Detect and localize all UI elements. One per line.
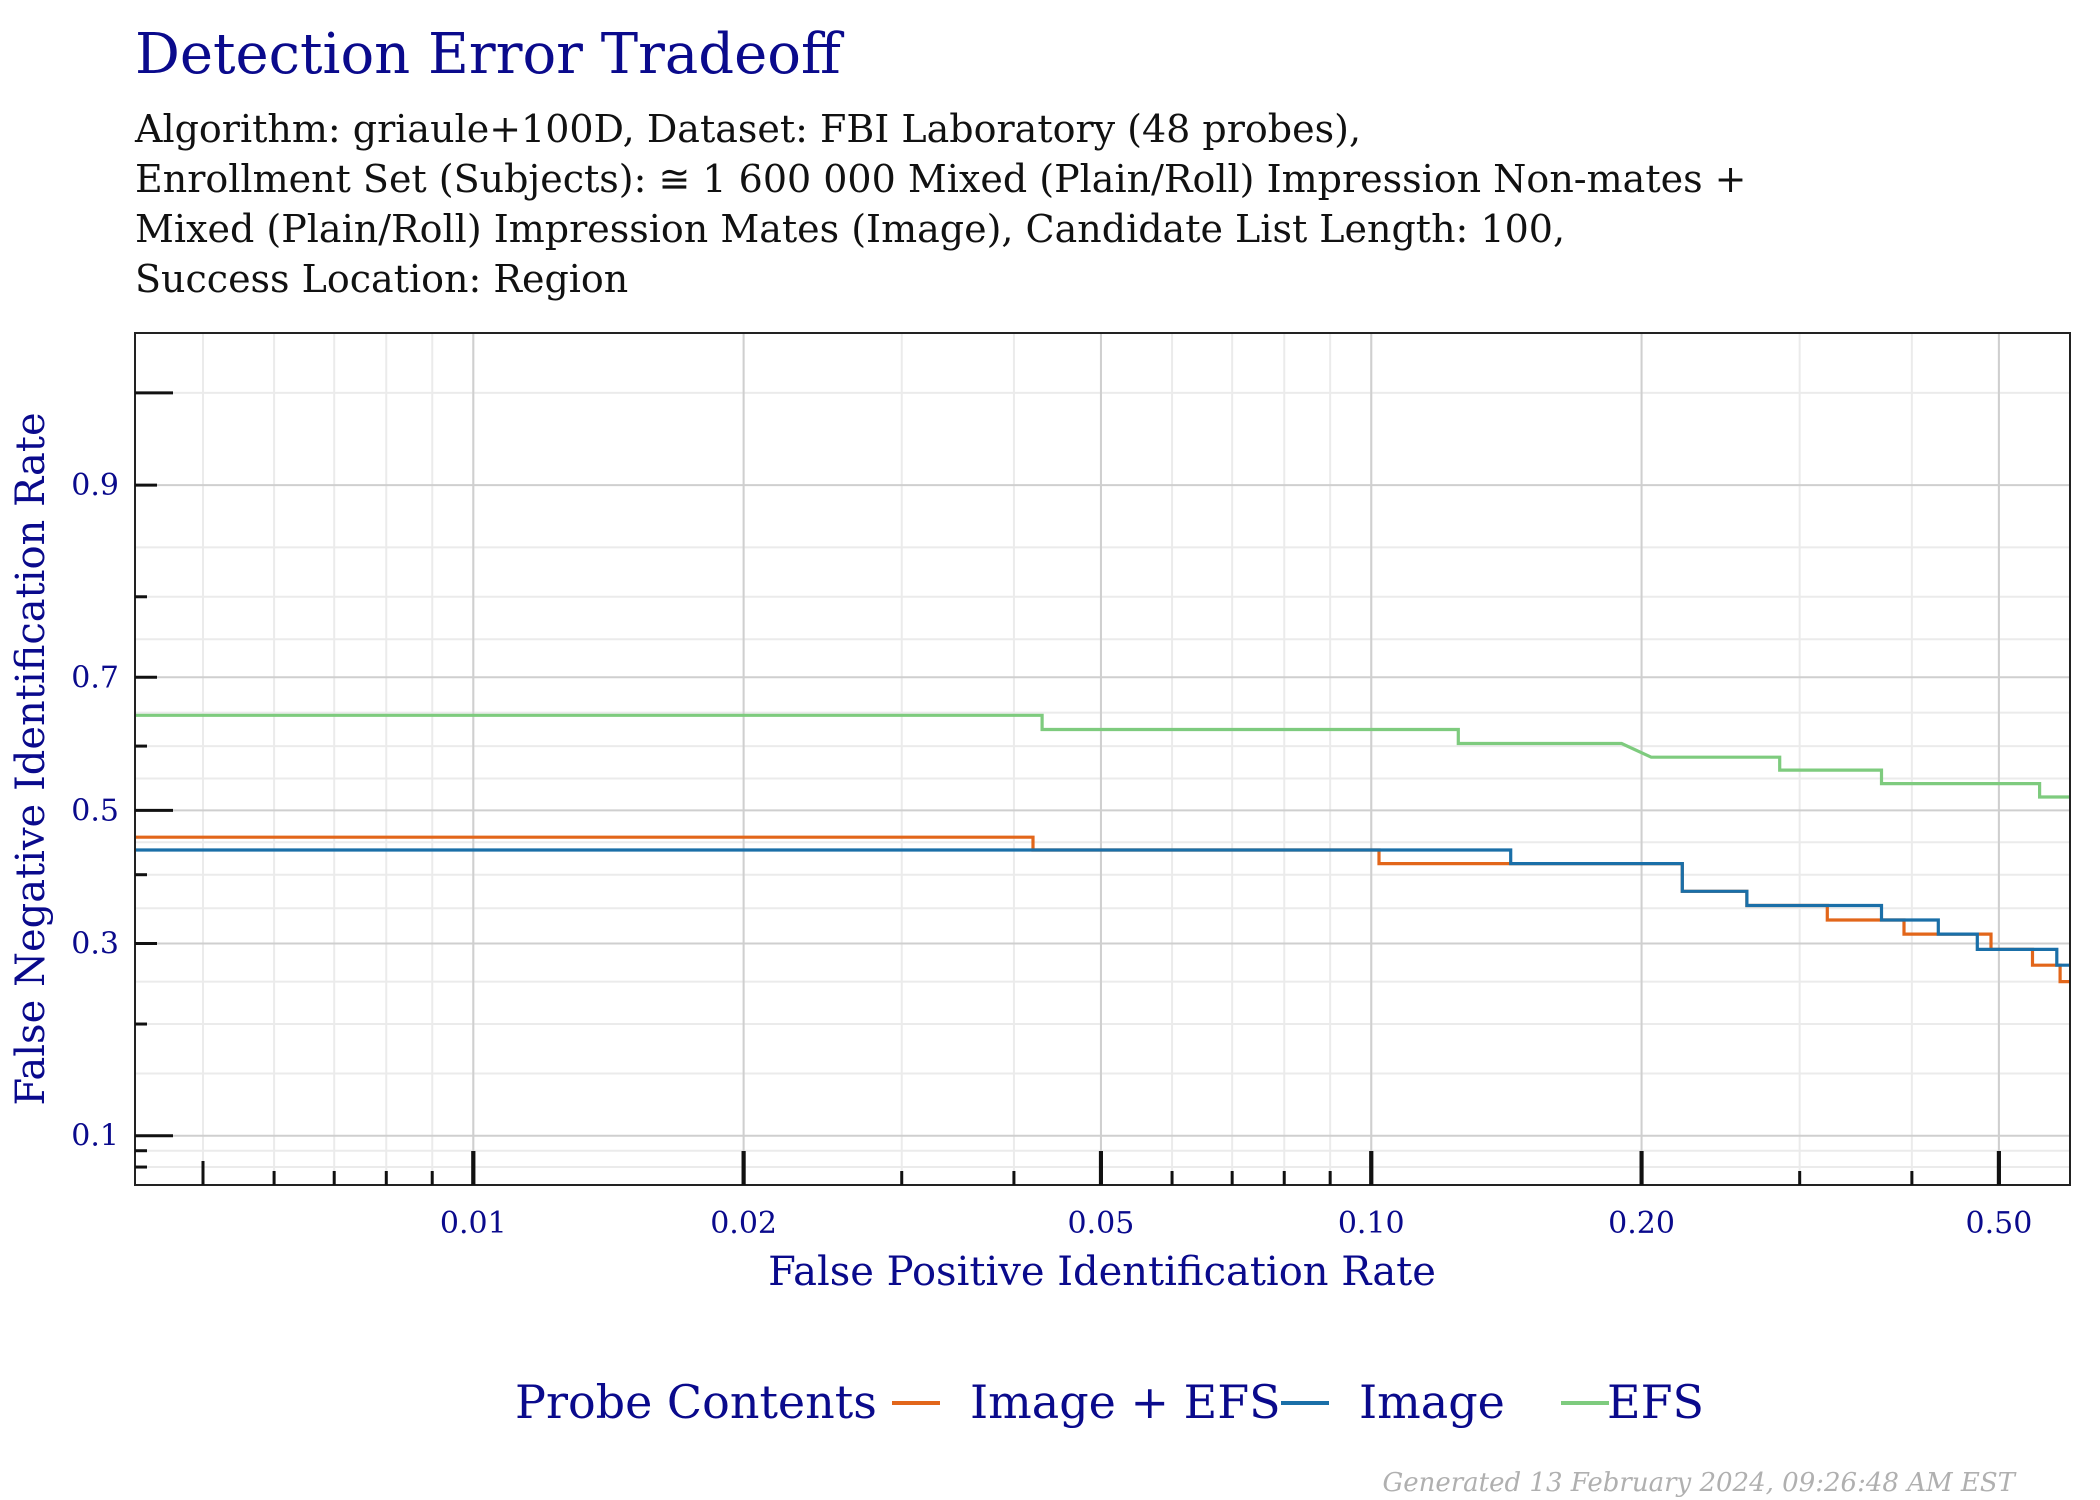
y-axis-label: False Negative Identification Rate	[8, 412, 54, 1105]
x-tick-label: 0.01	[440, 1206, 507, 1241]
axis-ticks	[135, 391, 2001, 1185]
major-gridlines	[135, 333, 2070, 1185]
series-layer	[135, 713, 2070, 984]
legend-label: Image + EFS	[970, 1375, 1281, 1429]
series-line	[135, 848, 2070, 967]
subtitle-line: Algorithm: griaule+100D, Dataset: FBI La…	[135, 107, 1362, 151]
subtitle-line: Mixed (Plain/Roll) Impression Mates (Ima…	[135, 207, 1566, 251]
x-tick-label: 0.02	[710, 1206, 777, 1241]
legend: Probe Contents Image + EFS Image EFS	[515, 1375, 1704, 1429]
x-axis-label: False Positive Identification Rate	[768, 1249, 1436, 1295]
subtitle-line: Enrollment Set (Subjects): ≅ 1 600 000 M…	[135, 157, 1747, 201]
y-tick-label: 0.9	[71, 468, 119, 503]
legend-label: Image	[1359, 1375, 1505, 1429]
x-tick-label: 0.10	[1338, 1206, 1405, 1241]
chart-title: Detection Error Tradeoff	[135, 22, 841, 87]
legend-title: Probe Contents	[515, 1375, 877, 1429]
x-tick-label: 0.50	[1966, 1206, 2033, 1241]
generated-timestamp: Generated 13 February 2024, 09:26:48 AM …	[1382, 1468, 2015, 1498]
chart-subtitle: Algorithm: griaule+100D, Dataset: FBI La…	[135, 104, 1747, 304]
y-tick-label: 0.5	[71, 793, 119, 828]
legend-label: EFS	[1607, 1375, 1704, 1429]
y-tick-label: 0.7	[71, 660, 119, 695]
series-line	[135, 835, 2070, 984]
y-tick-label: 0.1	[71, 1119, 119, 1154]
y-tick-label: 0.3	[71, 927, 119, 962]
subtitle-line: Success Location: Region	[135, 257, 629, 301]
x-tick-label: 0.05	[1068, 1206, 1135, 1241]
tick-labels: 0.01 0.02 0.05 0.10 0.20 0.50 0.1 0.3 0.5 0.7 0.9	[71, 468, 2032, 1241]
series-line	[135, 713, 2070, 799]
x-tick-label: 0.20	[1608, 1206, 1675, 1241]
